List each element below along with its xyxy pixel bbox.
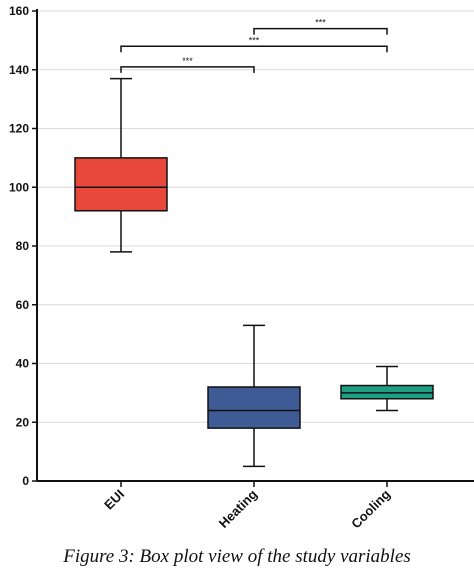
box-cooling: [340, 365, 434, 412]
boxes: [74, 77, 434, 468]
box-iqr: [207, 386, 301, 429]
figure-caption: Figure 3: Box plot view of the study var…: [63, 546, 411, 567]
bracket-label: ***: [315, 18, 326, 28]
significance-brackets: *** *** ***: [120, 18, 388, 73]
bracket-line: [120, 45, 388, 53]
x-axis: EUI Heating Cooling: [37, 480, 474, 531]
y-axis: 0 20 40 60 80 100 120 140 160: [9, 4, 38, 488]
bracket-label: ***: [182, 56, 193, 66]
significance-bracket: ***: [253, 18, 388, 35]
y-tick-label: 80: [16, 239, 30, 253]
x-tick-label: Cooling: [348, 486, 393, 531]
x-tick-label: Heating: [216, 486, 260, 530]
y-tick-label: 160: [9, 4, 29, 18]
box-eui: [74, 77, 168, 253]
gridlines: [37, 10, 474, 423]
y-tick-label: 20: [16, 415, 30, 429]
box-heating: [207, 324, 301, 468]
x-tick-label: EUI: [101, 487, 127, 513]
bracket-line: [253, 27, 388, 35]
y-tick-label: 0: [22, 474, 29, 488]
y-tick-label: 140: [9, 63, 29, 77]
bracket-label: ***: [249, 35, 260, 45]
significance-bracket: ***: [120, 56, 255, 73]
y-tick-label: 100: [9, 180, 29, 194]
y-tick-label: 60: [16, 298, 30, 312]
bracket-line: [120, 66, 255, 73]
significance-bracket: ***: [120, 35, 388, 53]
y-tick-label: 120: [9, 122, 29, 136]
box-iqr: [74, 157, 168, 212]
y-tick-label: 40: [16, 357, 30, 371]
